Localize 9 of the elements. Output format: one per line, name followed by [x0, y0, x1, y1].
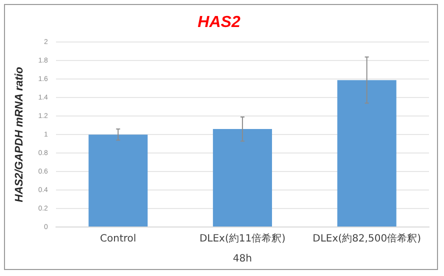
x-tick-label: DLEx(約11倍希釈): [199, 232, 286, 245]
y-axis-title: HAS2/GAPDH mRNA ratio: [14, 66, 26, 202]
chart-title: HAS2: [198, 14, 240, 32]
bar: [212, 129, 272, 226]
x-tick-label: DLEx(約82,500倍希釈): [312, 232, 422, 245]
x-axis-title: 48h: [232, 254, 252, 265]
bar: [337, 80, 396, 226]
x-tick-label: Control: [100, 234, 136, 245]
bar: [88, 134, 148, 226]
